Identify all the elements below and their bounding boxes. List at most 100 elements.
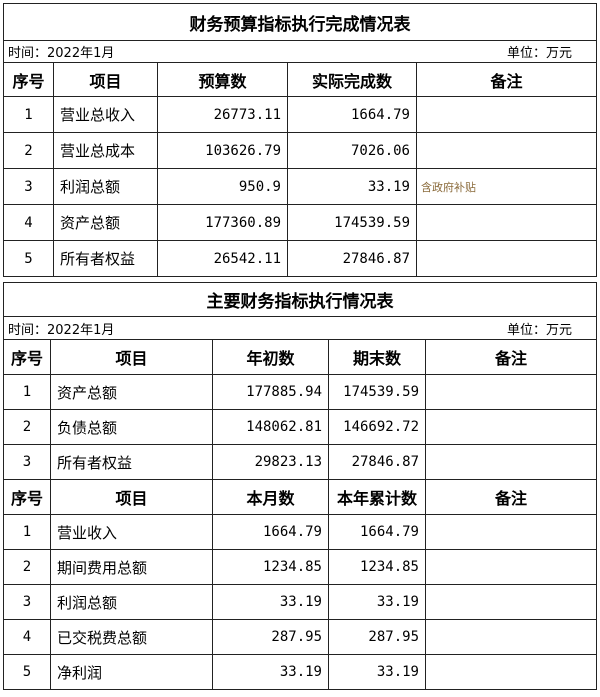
budget-execution-table: 财务预算指标执行完成情况表时间：2022年1月 单位：万元 序号 项目 预算数 实际完成数… [3,3,597,277]
row-value-1: 26542.11 [157,240,288,277]
row-note [416,204,597,241]
table-row: 5 所有者权益 26542.11 27846.87 [3,240,597,277]
column-header: 期末数 [328,339,426,375]
table-row: 2 负债总额 148062.81 146692.72 [3,409,597,445]
column-header: 本月数 [212,479,329,515]
row-value-1: 1664.79 [212,514,329,550]
row-note [425,584,597,620]
row-value-1: 1234.85 [212,549,329,585]
row-note: 含政府补贴 [416,168,597,205]
row-item: 期间费用总额 [50,549,213,585]
row-value-2: 27846.87 [328,444,426,480]
row-item: 负债总额 [50,409,213,445]
report-time: 时间：2022年1月 [8,46,115,61]
row-value-1: 148062.81 [212,409,329,445]
report-unit: 单位：万元 [506,322,572,338]
row-index: 3 [3,168,54,205]
row-value-2: 7026.06 [287,132,417,169]
row-value-2: 1664.79 [328,514,426,550]
report-unit: 单位：万元 [506,46,572,61]
row-value-2: 33.19 [328,654,426,690]
row-value-1: 103626.79 [157,132,288,169]
column-header: 项目 [53,62,158,97]
row-item: 利润总额 [53,168,158,205]
header-row: 序号 项目 本月数 本年累计数 备注 [3,479,597,515]
column-header: 本年累计数 [328,479,426,515]
row-item: 资产总额 [50,374,213,410]
header-row: 序号 项目 预算数 实际完成数 备注 [3,62,597,97]
row-value-1: 950.9 [157,168,288,205]
table-title: 主要财务指标执行情况表 [3,282,597,317]
row-note [425,549,597,585]
header-row: 序号 项目 年初数 期末数 备注 [3,339,597,375]
row-value-1: 177360.89 [157,204,288,241]
row-index: 2 [3,549,51,585]
row-value-2: 174539.59 [328,374,426,410]
column-header: 项目 [50,339,213,375]
row-note [425,654,597,690]
row-index: 1 [3,96,54,133]
table-row: 1 资产总额 177885.94 174539.59 [3,374,597,410]
row-value-2: 174539.59 [287,204,417,241]
table-row: 1 营业总收入 26773.11 1664.79 [3,96,597,133]
meta-cell: 时间：2022年1月 单位：万元 [3,316,597,340]
row-note [416,240,597,277]
table-row: 2 营业总成本 103626.79 7026.06 [3,132,597,169]
column-header: 备注 [425,479,597,515]
row-index: 4 [3,204,54,241]
row-value-2: 27846.87 [287,240,417,277]
column-header: 备注 [425,339,597,375]
table-row: 5 净利润 33.19 33.19 [3,654,597,690]
row-value-1: 26773.11 [157,96,288,133]
table-row: 2 期间费用总额 1234.85 1234.85 [3,549,597,585]
row-value-1: 29823.13 [212,444,329,480]
table-title-row: 主要财务指标执行情况表 [3,282,597,317]
row-index: 5 [3,654,51,690]
row-item: 营业总成本 [53,132,158,169]
row-value-1: 287.95 [212,619,329,655]
row-item: 营业总收入 [53,96,158,133]
row-index: 1 [3,374,51,410]
column-header: 年初数 [212,339,329,375]
column-header: 序号 [3,339,51,375]
row-index: 5 [3,240,54,277]
row-note [416,96,597,133]
row-index: 2 [3,409,51,445]
row-value-1: 177885.94 [212,374,329,410]
row-item: 营业收入 [50,514,213,550]
main-financial-indicators-table: 主要财务指标执行情况表 时间：2022年1月 单位：万元 序号 项目 年初数 期末数 备注 1 资… [3,282,597,690]
row-note [416,132,597,169]
row-value-1: 33.19 [212,584,329,620]
row-index: 4 [3,619,51,655]
table-row: 4 资产总额 177360.89 174539.59 [3,204,597,241]
meta-row: 时间：2022年1月 单位：万元 [3,40,597,63]
meta-row: 时间：2022年1月 单位：万元 [3,316,597,340]
column-header: 序号 [3,479,51,515]
row-item: 所有者权益 [53,240,158,277]
column-header: 项目 [50,479,213,515]
table-title: 财务预算指标执行完成情况表 [3,3,597,41]
row-note [425,514,597,550]
column-header: 实际完成数 [287,62,417,97]
column-header: 备注 [416,62,597,97]
row-item: 净利润 [50,654,213,690]
table-row: 3 利润总额 950.9 33.19 含政府补贴 [3,168,597,205]
column-header: 预算数 [157,62,288,97]
row-index: 3 [3,584,51,620]
row-value-2: 1664.79 [287,96,417,133]
table-row: 3 所有者权益 29823.13 27846.87 [3,444,597,480]
row-value-2: 33.19 [328,584,426,620]
row-note [425,409,597,445]
row-value-1: 33.19 [212,654,329,690]
row-note [425,619,597,655]
table-row: 4 已交税费总额 287.95 287.95 [3,619,597,655]
row-index: 3 [3,444,51,480]
table-row: 1 营业收入 1664.79 1664.79 [3,514,597,550]
meta-cell: 时间：2022年1月 单位：万元 [3,40,597,63]
table-row: 3 利润总额 33.19 33.19 [3,584,597,620]
row-value-2: 33.19 [287,168,417,205]
row-item: 资产总额 [53,204,158,241]
row-index: 1 [3,514,51,550]
table-title-row: 财务预算指标执行完成情况表 [3,3,597,41]
row-value-2: 1234.85 [328,549,426,585]
